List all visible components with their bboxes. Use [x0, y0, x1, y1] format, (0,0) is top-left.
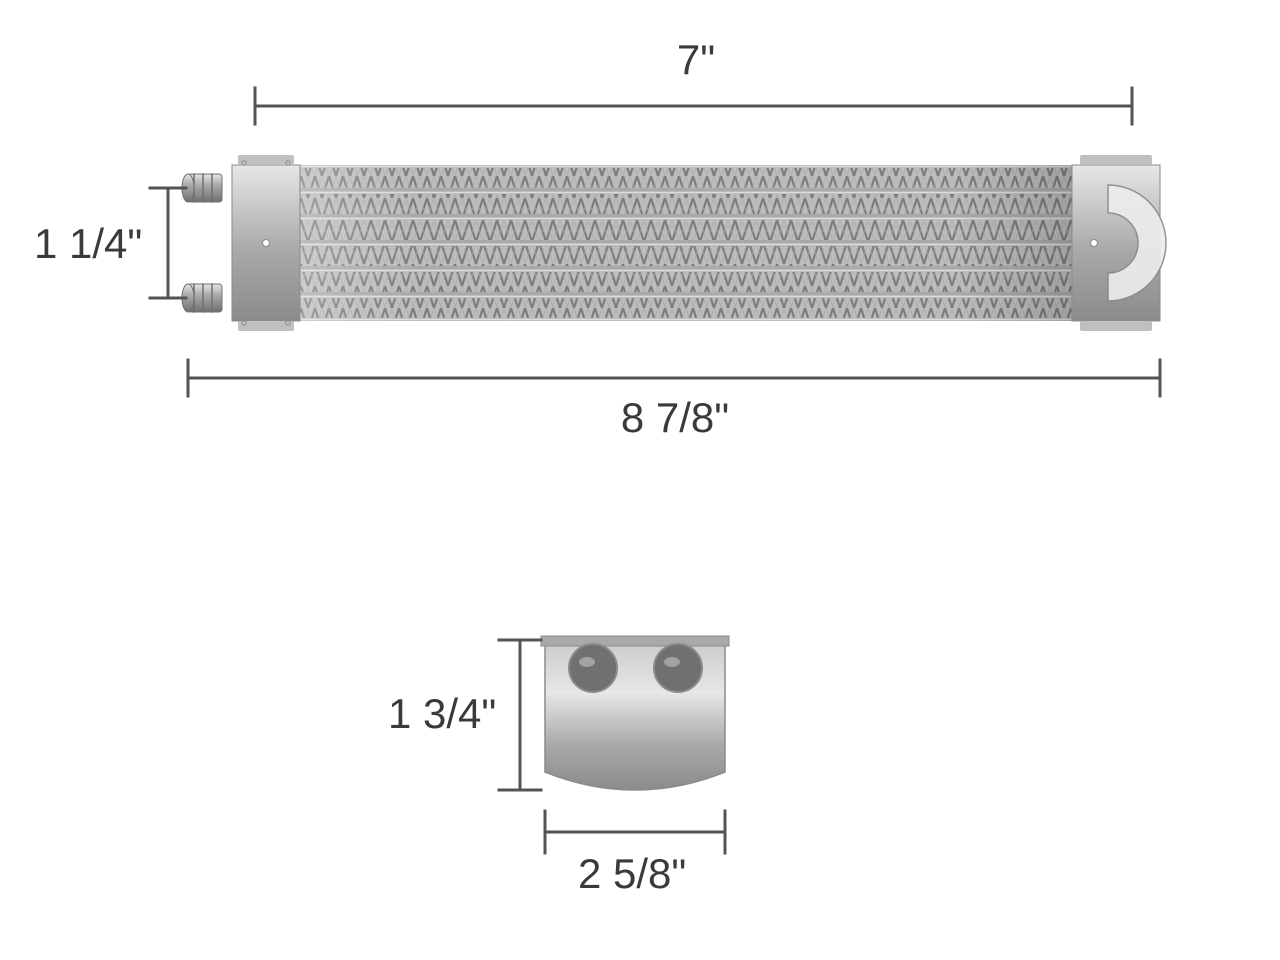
top-view: 7" 8 7/8" 1 1/4" — [34, 36, 1166, 441]
dim-label-bottom: 8 7/8" — [621, 394, 729, 441]
dim-label-side-bottom: 2 5/8" — [578, 850, 686, 897]
dim-label-side-left: 1 3/4" — [388, 690, 496, 737]
dim-label-left: 1 1/4" — [34, 220, 142, 267]
side-view: 1 3/4" 2 5/8" — [388, 636, 729, 897]
dim-label-top: 7" — [677, 36, 715, 83]
